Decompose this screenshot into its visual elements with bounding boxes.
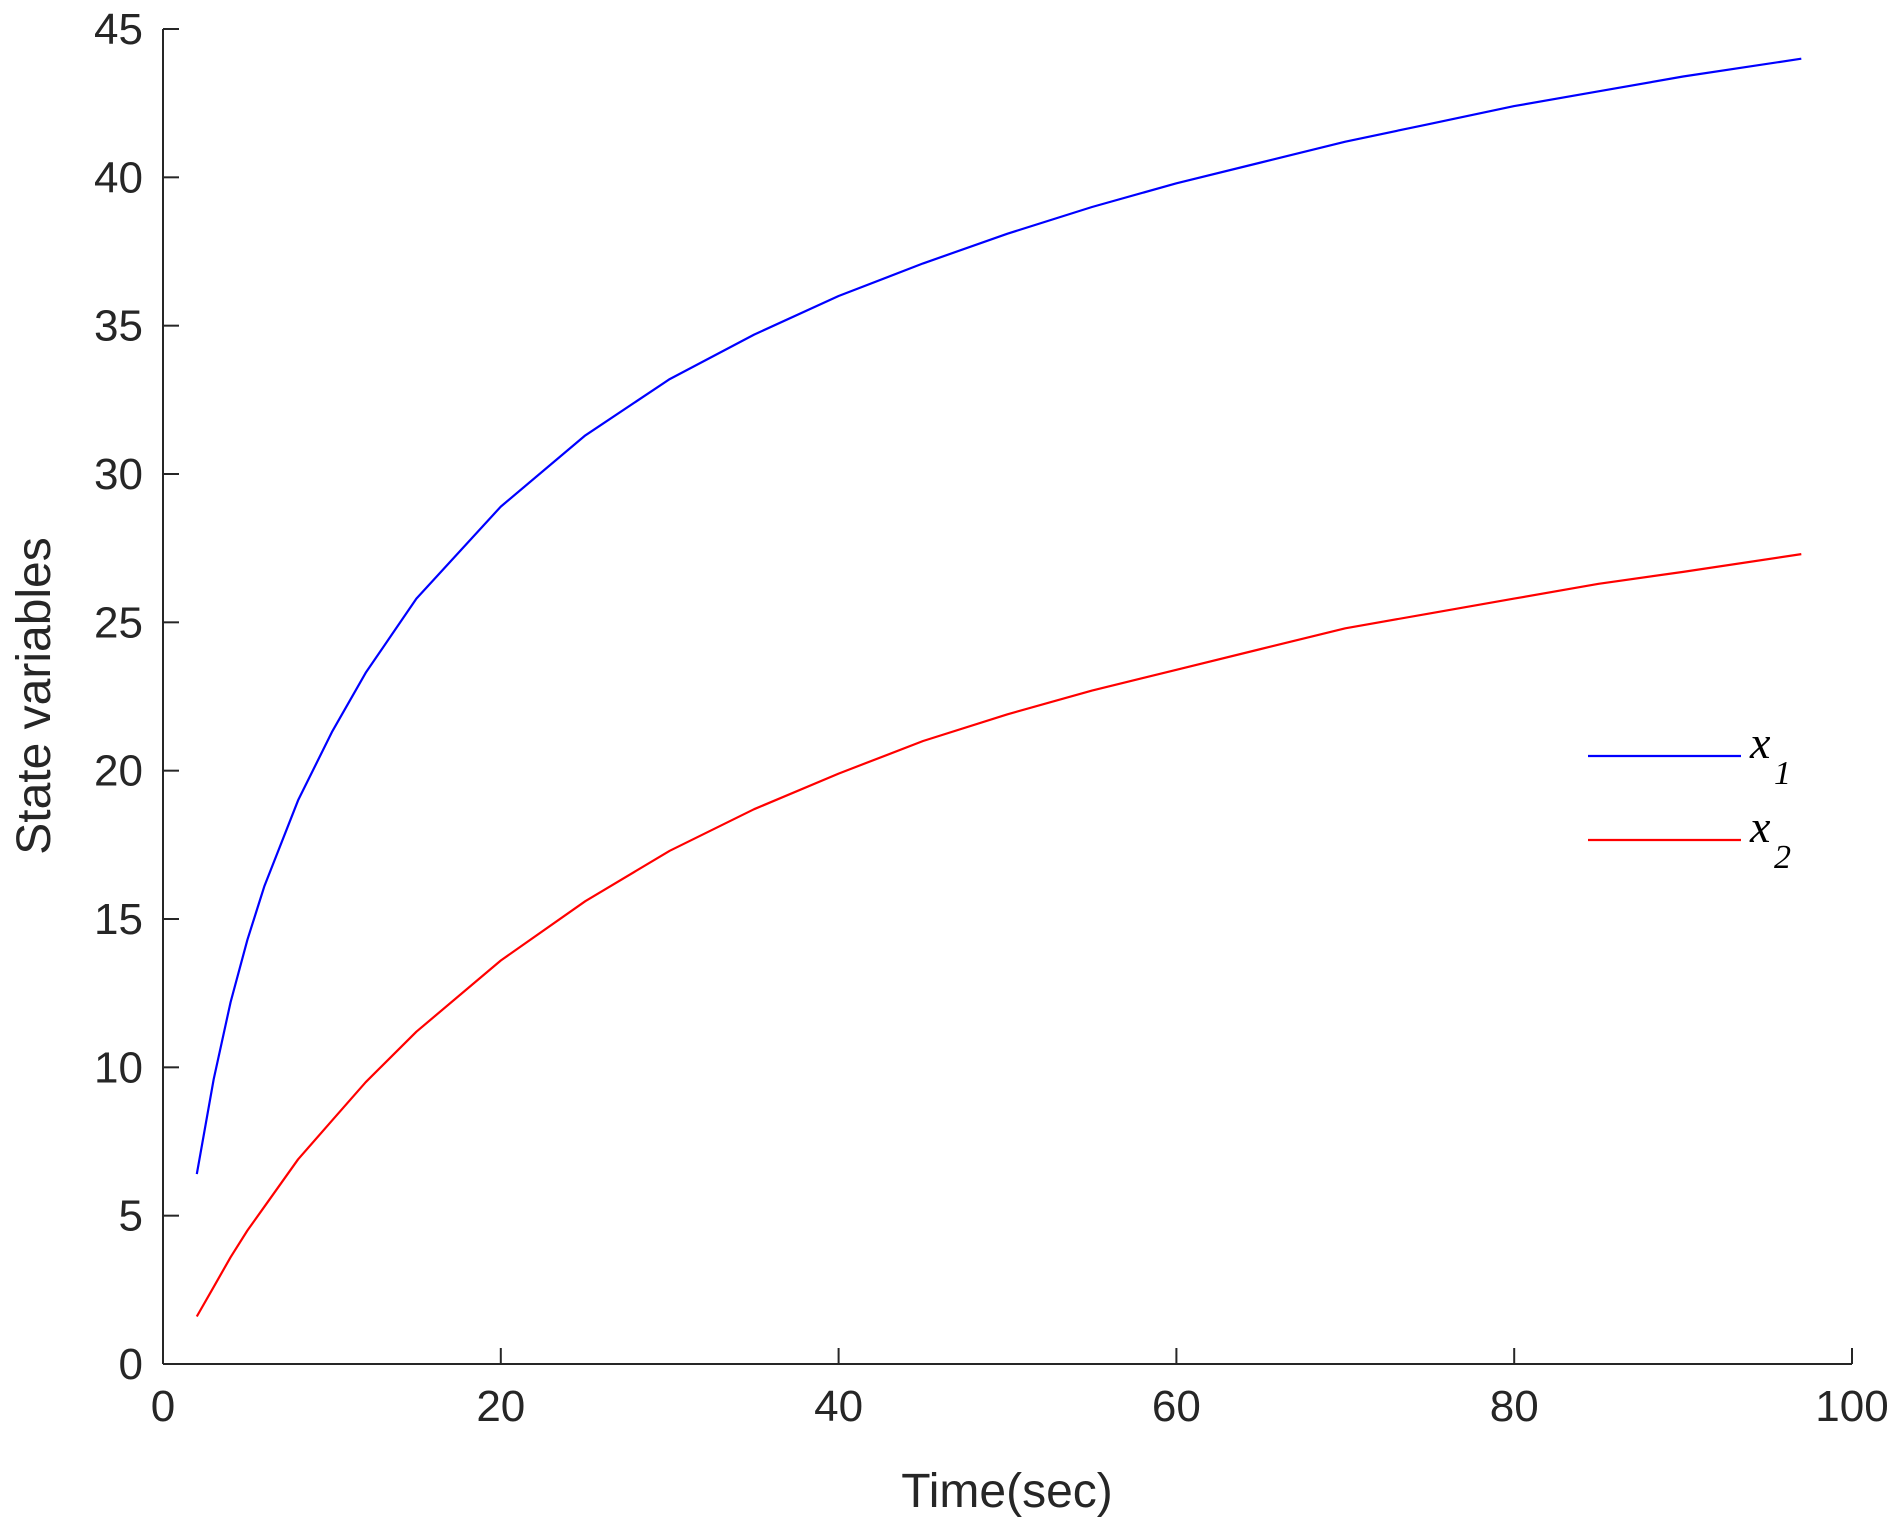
y-tick-label: 35 — [94, 302, 143, 351]
series-line-1 — [195, 57, 1802, 1175]
x-tick-label: 0 — [151, 1382, 175, 1431]
y-axis-label: State variables — [8, 537, 61, 855]
legend-label-2: x — [1749, 801, 1771, 852]
y-tick-label: 0 — [119, 1340, 143, 1389]
x-axis-label: Time(sec) — [901, 1465, 1113, 1518]
y-tick-label: 20 — [94, 747, 143, 796]
x-ticks: 0 20 40 60 80 100 — [151, 1348, 1889, 1431]
x-tick-label: 100 — [1815, 1382, 1888, 1431]
y-tick-label: 30 — [94, 450, 143, 499]
y-tick-label: 25 — [94, 598, 143, 647]
x-tick-label: 80 — [1490, 1382, 1539, 1431]
y-tick-label: 5 — [119, 1192, 143, 1241]
legend-subscript-2: 2 — [1774, 839, 1791, 876]
legend-subscript-1: 1 — [1774, 755, 1791, 792]
x-tick-label: 40 — [814, 1382, 863, 1431]
y-tick-label: 10 — [94, 1043, 143, 1092]
x-tick-label: 20 — [476, 1382, 525, 1431]
series-lines — [195, 57, 1802, 1318]
y-tick-label: 15 — [94, 895, 143, 944]
y-ticks: 0 5 10 15 20 25 30 35 40 45 — [94, 5, 179, 1389]
y-tick-label: 45 — [94, 5, 143, 54]
x-tick-label: 60 — [1152, 1382, 1201, 1431]
legend-label-1: x — [1749, 717, 1771, 768]
series-line-2 — [195, 553, 1802, 1318]
axes — [162, 29, 1852, 1365]
y-tick-label: 40 — [94, 153, 143, 202]
